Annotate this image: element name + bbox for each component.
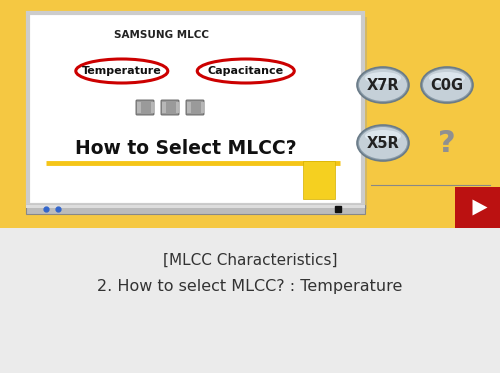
Bar <box>162 102 166 113</box>
Text: Capacitance: Capacitance <box>208 66 284 76</box>
FancyBboxPatch shape <box>186 100 204 115</box>
Bar <box>26 205 365 208</box>
Bar <box>32 17 367 209</box>
Bar <box>176 102 180 113</box>
Bar <box>137 102 141 113</box>
Bar <box>28 13 363 205</box>
Ellipse shape <box>357 125 409 161</box>
Ellipse shape <box>423 69 471 101</box>
Ellipse shape <box>359 127 407 159</box>
Text: ?: ? <box>438 129 456 157</box>
Text: X7R: X7R <box>366 78 400 93</box>
Text: X5R: X5R <box>366 135 400 150</box>
Bar <box>455 187 500 228</box>
Polygon shape <box>472 200 488 216</box>
Bar <box>151 102 155 113</box>
Ellipse shape <box>357 67 409 103</box>
Bar <box>28 13 363 205</box>
Ellipse shape <box>365 130 401 142</box>
Ellipse shape <box>429 72 465 84</box>
Bar <box>26 205 365 214</box>
Text: Temperature: Temperature <box>82 66 162 76</box>
Bar <box>187 102 191 113</box>
Text: How to Select MLCC?: How to Select MLCC? <box>74 140 296 159</box>
Bar <box>0 0 500 228</box>
FancyBboxPatch shape <box>136 100 154 115</box>
Ellipse shape <box>365 72 401 84</box>
Bar <box>303 161 335 199</box>
Bar <box>201 102 205 113</box>
Ellipse shape <box>359 69 407 101</box>
FancyBboxPatch shape <box>161 100 179 115</box>
Bar <box>0 228 500 373</box>
Text: ?: ? <box>438 129 456 157</box>
Text: SAMSUNG MLCC: SAMSUNG MLCC <box>114 30 210 40</box>
Ellipse shape <box>421 67 473 103</box>
Text: 2. How to select MLCC? : Temperature: 2. How to select MLCC? : Temperature <box>98 279 403 294</box>
Text: C0G: C0G <box>430 78 464 93</box>
Text: [MLCC Characteristics]: [MLCC Characteristics] <box>163 253 337 267</box>
